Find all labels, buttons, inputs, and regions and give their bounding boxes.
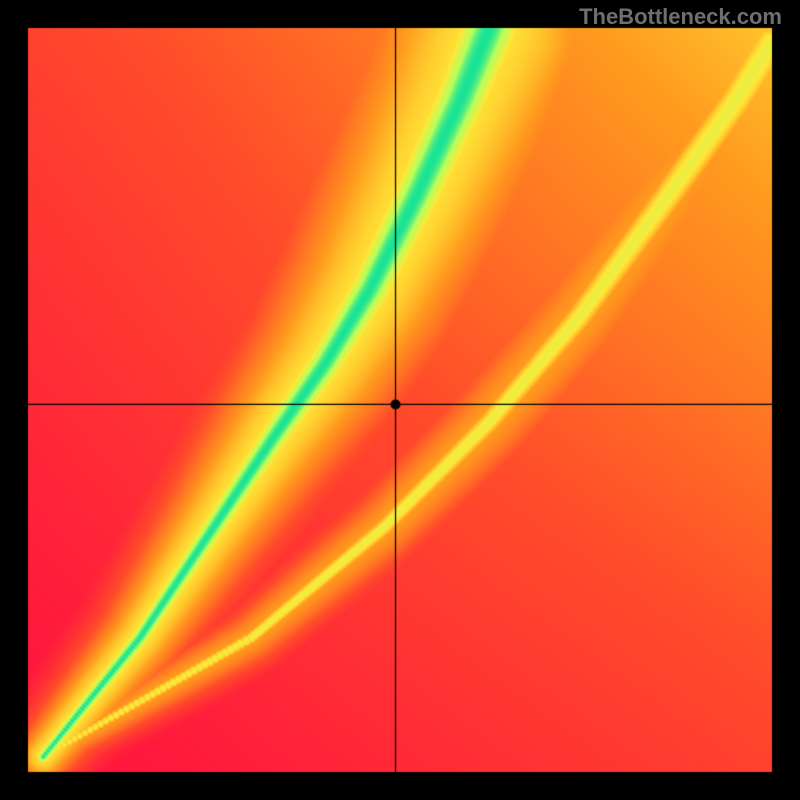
watermark-text: TheBottleneck.com bbox=[579, 4, 782, 30]
bottleneck-heatmap bbox=[0, 0, 800, 800]
